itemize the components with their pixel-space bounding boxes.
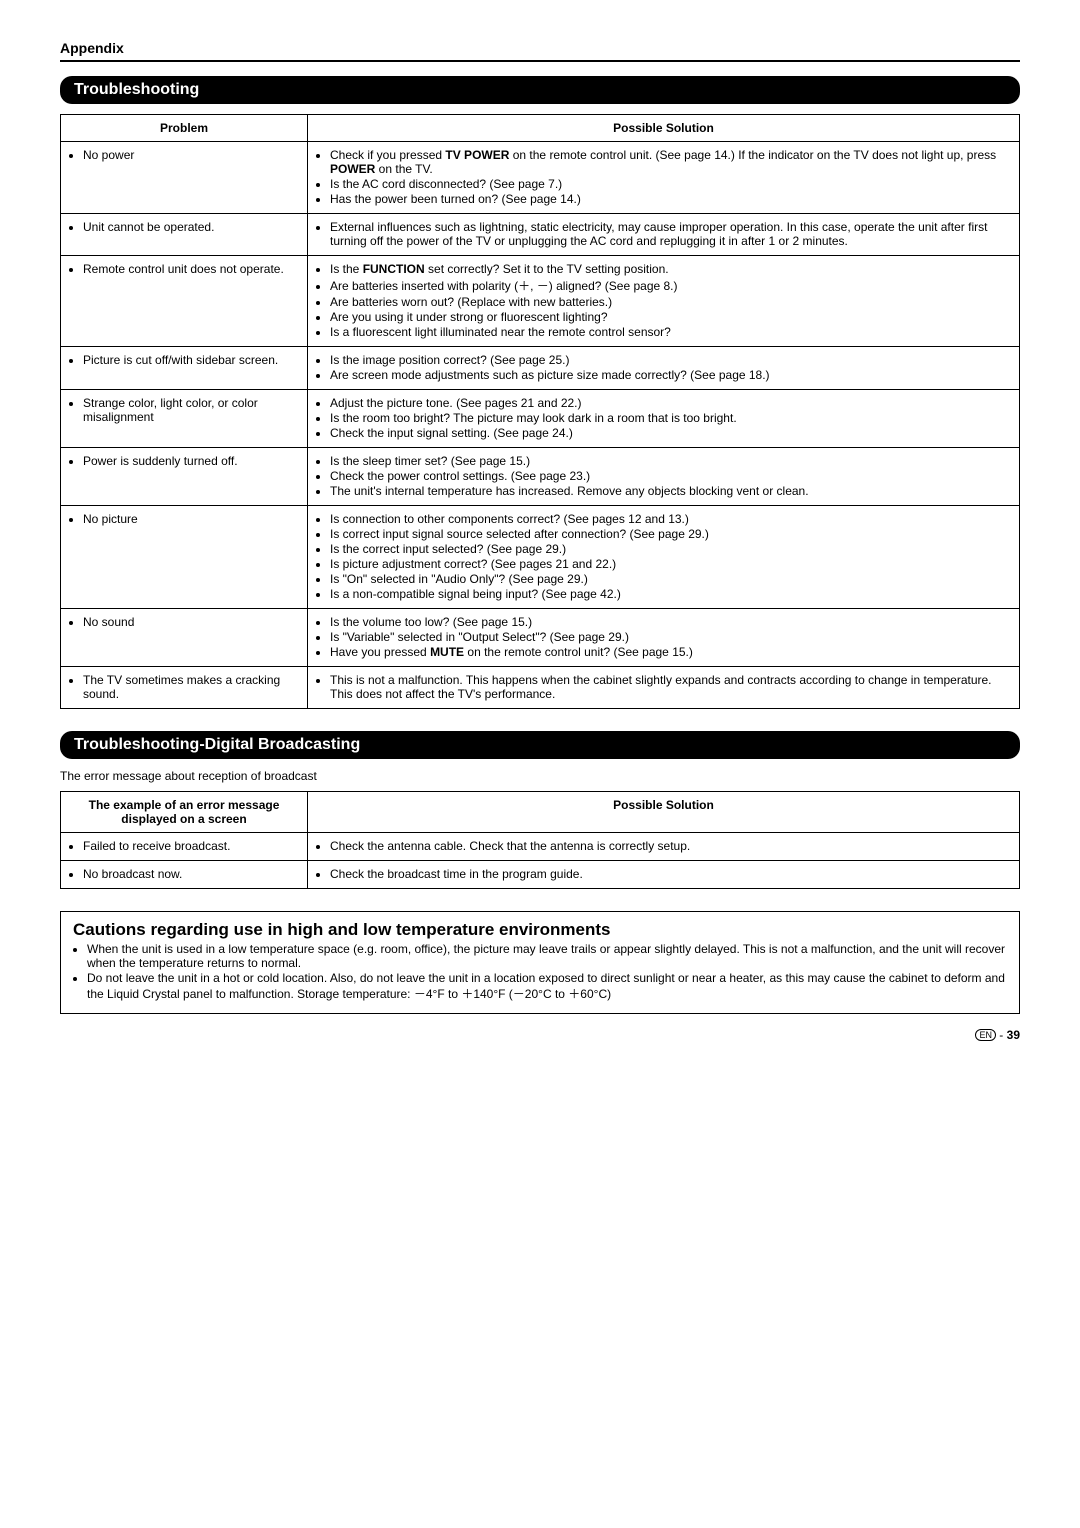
t2-col1-header: The example of an error message displaye…: [61, 792, 308, 833]
table-row: The TV sometimes makes a cracking sound.…: [61, 667, 1020, 709]
section-title-digital: Troubleshooting-Digital Broadcasting: [60, 731, 1020, 759]
solution-cell: Check if you pressed TV POWER on the rem…: [308, 142, 1020, 214]
solution-text: Is the room too bright? The picture may …: [330, 411, 1011, 425]
solution-text: Is the sleep timer set? (See page 15.): [330, 454, 1011, 468]
cautions-title: Cautions regarding use in high and low t…: [73, 920, 1007, 940]
solution-cell: Is connection to other components correc…: [308, 506, 1020, 609]
problem-text: Strange color, light color, or color mis…: [83, 396, 299, 424]
solution-cell: Check the antenna cable. Check that the …: [308, 833, 1020, 861]
problem-cell: Remote control unit does not operate.: [61, 256, 308, 347]
solution-text: Have you pressed MUTE on the remote cont…: [330, 645, 1011, 659]
page-number: 39: [1007, 1028, 1020, 1042]
table-row: Picture is cut off/with sidebar screen. I…: [61, 347, 1020, 390]
solution-cell: This is not a malfunction. This happens …: [308, 667, 1020, 709]
solution-text: Is a non-compatible signal being input? …: [330, 587, 1011, 601]
caution-item: When the unit is used in a low temperatu…: [87, 942, 1007, 970]
solution-text: External influences such as lightning, s…: [330, 220, 1011, 248]
solution-text: Are screen mode adjustments such as pict…: [330, 368, 1011, 382]
solution-text: Is the volume too low? (See page 15.): [330, 615, 1011, 629]
solution-text: Is picture adjustment correct? (See page…: [330, 557, 1011, 571]
solution-cell: Adjust the picture tone. (See pages 21 a…: [308, 390, 1020, 448]
table-row: Unit cannot be operated. External influen…: [61, 214, 1020, 256]
solution-text: Check the antenna cable. Check that the …: [330, 839, 1011, 853]
solution-cell: External influences such as lightning, s…: [308, 214, 1020, 256]
solution-text: Is the AC cord disconnected? (See page 7…: [330, 177, 1011, 191]
problem-cell: Unit cannot be operated.: [61, 214, 308, 256]
solution-text: Is "On" selected in "Audio Only"? (See p…: [330, 572, 1011, 586]
problem-cell: No broadcast now.: [61, 861, 308, 889]
table-row: No broadcast now. Check the broadcast tim…: [61, 861, 1020, 889]
table-row: Power is suddenly turned off. Is the slee…: [61, 448, 1020, 506]
problem-text: Power is suddenly turned off.: [83, 454, 299, 468]
digital-table: The example of an error message displaye…: [60, 791, 1020, 889]
problem-cell: The TV sometimes makes a cracking sound.: [61, 667, 308, 709]
table-row: No sound Is the volume too low? (See page…: [61, 609, 1020, 667]
solution-cell: Is the sleep timer set? (See page 15.)Ch…: [308, 448, 1020, 506]
appendix-header: Appendix: [60, 40, 1020, 62]
problem-text: Remote control unit does not operate.: [83, 262, 299, 276]
solution-text: Check the broadcast time in the program …: [330, 867, 1011, 881]
solution-cell: Is the image position correct? (See page…: [308, 347, 1020, 390]
problem-cell: Power is suddenly turned off.: [61, 448, 308, 506]
solution-text: Adjust the picture tone. (See pages 21 a…: [330, 396, 1011, 410]
problem-text: No broadcast now.: [83, 867, 299, 881]
section2-intro: The error message about reception of bro…: [60, 769, 1020, 783]
table-row: Failed to receive broadcast. Check the an…: [61, 833, 1020, 861]
problem-cell: Picture is cut off/with sidebar screen.: [61, 347, 308, 390]
solution-text: Are you using it under strong or fluores…: [330, 310, 1011, 324]
solution-text: Has the power been turned on? (See page …: [330, 192, 1011, 206]
problem-text: No picture: [83, 512, 299, 526]
lang-badge: EN: [975, 1029, 996, 1041]
solution-text: Check the power control settings. (See p…: [330, 469, 1011, 483]
solution-text: The unit's internal temperature has incr…: [330, 484, 1011, 498]
problem-text: The TV sometimes makes a cracking sound.: [83, 673, 299, 701]
problem-text: Picture is cut off/with sidebar screen.: [83, 353, 299, 367]
section-title-troubleshooting: Troubleshooting: [60, 76, 1020, 104]
solution-text: Is the image position correct? (See page…: [330, 353, 1011, 367]
problem-text: No sound: [83, 615, 299, 629]
solution-cell: Is the volume too low? (See page 15.)Is …: [308, 609, 1020, 667]
solution-text: Is connection to other components correc…: [330, 512, 1011, 526]
solution-text: This is not a malfunction. This happens …: [330, 673, 1011, 701]
solution-text: Check the input signal setting. (See pag…: [330, 426, 1011, 440]
footer-sep: -: [996, 1028, 1007, 1042]
problem-text: Failed to receive broadcast.: [83, 839, 299, 853]
problem-cell: Failed to receive broadcast.: [61, 833, 308, 861]
solution-text: Are batteries inserted with polarity (＋,…: [330, 277, 1011, 294]
cautions-list: When the unit is used in a low temperatu…: [73, 942, 1007, 1002]
t2-col2-header: Possible Solution: [308, 792, 1020, 833]
solution-text: Are batteries worn out? (Replace with ne…: [330, 295, 1011, 309]
solution-text: Is the FUNCTION set correctly? Set it to…: [330, 262, 1011, 276]
solution-text: Check if you pressed TV POWER on the rem…: [330, 148, 1011, 176]
troubleshooting-table: Problem Possible Solution No power Check …: [60, 114, 1020, 709]
problem-text: Unit cannot be operated.: [83, 220, 299, 234]
page-footer: EN - 39: [60, 1028, 1020, 1042]
cautions-box: Cautions regarding use in high and low t…: [60, 911, 1020, 1014]
t1-col2-header: Possible Solution: [308, 115, 1020, 142]
solution-text: Is a fluorescent light illuminated near …: [330, 325, 1011, 339]
solution-cell: Is the FUNCTION set correctly? Set it to…: [308, 256, 1020, 347]
problem-cell: No picture: [61, 506, 308, 609]
solution-cell: Check the broadcast time in the program …: [308, 861, 1020, 889]
table-row: Remote control unit does not operate. Is …: [61, 256, 1020, 347]
table-row: No power Check if you pressed TV POWER on…: [61, 142, 1020, 214]
table-row: No picture Is connection to other compone…: [61, 506, 1020, 609]
table-row: Strange color, light color, or color mis…: [61, 390, 1020, 448]
problem-cell: No power: [61, 142, 308, 214]
solution-text: Is "Variable" selected in "Output Select…: [330, 630, 1011, 644]
caution-item: Do not leave the unit in a hot or cold l…: [87, 971, 1007, 1002]
problem-cell: Strange color, light color, or color mis…: [61, 390, 308, 448]
solution-text: Is correct input signal source selected …: [330, 527, 1011, 541]
t1-col1-header: Problem: [61, 115, 308, 142]
problem-cell: No sound: [61, 609, 308, 667]
problem-text: No power: [83, 148, 299, 162]
solution-text: Is the correct input selected? (See page…: [330, 542, 1011, 556]
